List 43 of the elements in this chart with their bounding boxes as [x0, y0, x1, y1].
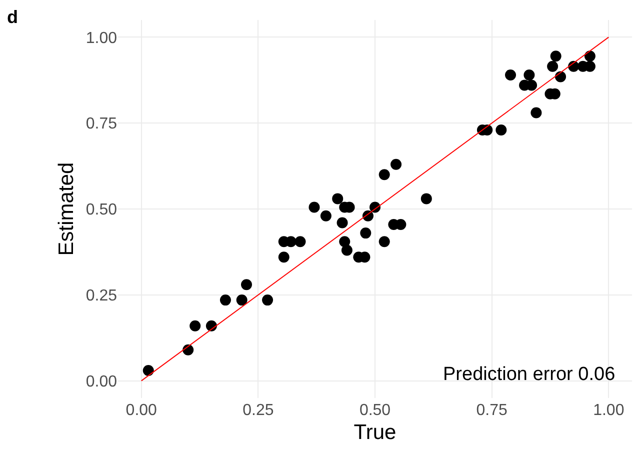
y-tick-label: 0.50	[86, 202, 118, 219]
point	[241, 279, 252, 290]
point	[336, 217, 348, 228]
x-tick-label: 0.75	[476, 402, 508, 419]
point	[320, 210, 332, 222]
point	[505, 69, 516, 80]
point	[278, 252, 290, 263]
point	[420, 193, 432, 204]
point	[262, 294, 274, 306]
point	[555, 71, 566, 82]
y-tick-label: 1.00	[86, 30, 118, 47]
point	[526, 80, 538, 91]
point	[182, 344, 194, 356]
point	[236, 294, 248, 306]
point	[378, 169, 390, 180]
y-tick-label: 0.25	[86, 288, 118, 305]
point	[294, 236, 306, 248]
point	[220, 294, 231, 306]
x-tick-label: 0.50	[359, 402, 391, 419]
annotation: Prediction error 0.06	[443, 364, 616, 385]
point	[190, 320, 201, 332]
x-axis-title: True	[354, 421, 396, 444]
point	[584, 50, 596, 62]
point	[550, 50, 562, 62]
y-tick-label: 0.00	[86, 373, 118, 390]
point	[142, 365, 154, 376]
y-axis-title: Estimated	[55, 162, 78, 256]
x-tick-label: 0.25	[242, 402, 274, 419]
point	[332, 193, 344, 204]
point	[360, 228, 372, 239]
point	[339, 236, 350, 248]
point	[524, 69, 535, 80]
x-tick-label: 1.00	[593, 402, 624, 419]
point	[378, 236, 390, 248]
y-tick-label: 0.75	[86, 116, 118, 133]
point	[341, 244, 352, 256]
chart-title: d	[7, 7, 18, 27]
point	[390, 158, 402, 170]
point	[496, 124, 507, 136]
x-tick-label: 0.00	[126, 402, 158, 419]
point	[547, 60, 558, 72]
point	[530, 107, 542, 118]
point	[308, 202, 320, 213]
